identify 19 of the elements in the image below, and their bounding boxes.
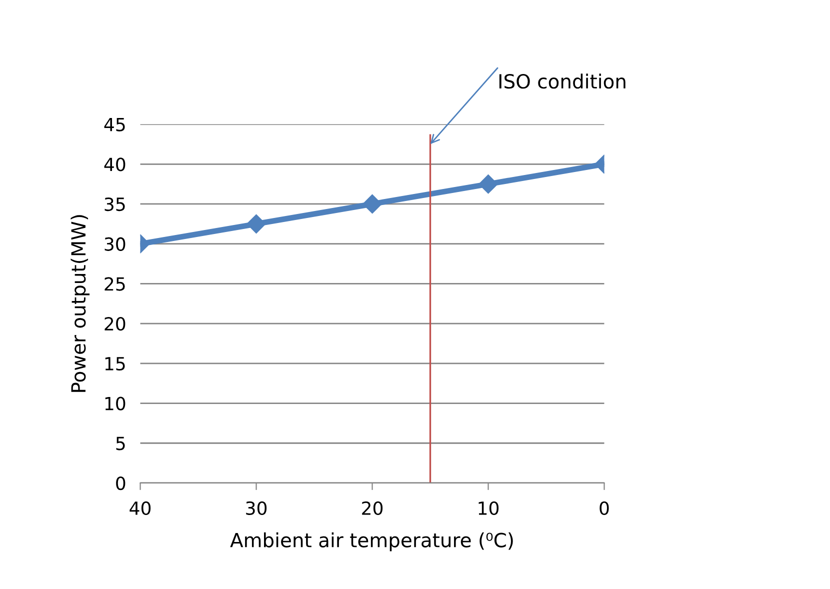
y-tick-label: 10 (105, 396, 126, 410)
x-tick-label: 0 (600, 501, 609, 516)
x-tick-label: 40 (130, 501, 151, 516)
y-tick-label: 35 (104, 197, 125, 212)
x-tick-label: 30 (246, 501, 267, 516)
point (362, 194, 382, 214)
x-axis-title: Ambient air temperature (⁰C) (230, 532, 513, 552)
y-tick-label: 15 (105, 357, 125, 371)
y-tick-label: 45 (104, 118, 125, 132)
y-tick-label: 40 (104, 158, 126, 172)
x-tick-label: 20 (362, 501, 383, 516)
y-tick-label: 20 (104, 317, 126, 331)
y-tick-label: 25 (104, 277, 125, 291)
y-tick-label: 5 (116, 436, 125, 450)
y-axis-title: Power output(MW) (70, 215, 90, 392)
y-tick-label: 30 (104, 237, 126, 251)
x-tick-label: 10 (478, 501, 499, 516)
annotation: ISO condition (499, 74, 626, 89)
y-tick-label: 0 (116, 476, 126, 490)
